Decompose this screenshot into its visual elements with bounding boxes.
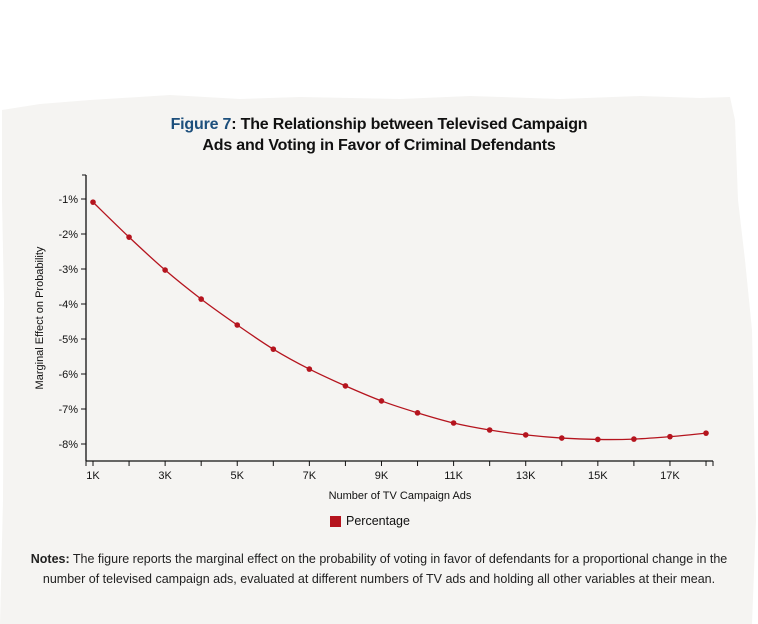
figure-label: Figure 7	[170, 116, 232, 133]
data-point	[162, 267, 168, 273]
x-tick-label: 3K	[158, 470, 172, 482]
x-tick-label: 11K	[444, 470, 463, 482]
data-point	[558, 435, 565, 441]
data-point	[90, 199, 96, 205]
x-tick-label: 1K	[86, 470, 100, 482]
y-tick-label: -4%	[58, 299, 78, 311]
y-tick-label: -3%	[58, 264, 78, 276]
x-tick-label: 9K	[375, 470, 389, 482]
y-axis-label: Marginal Effect on Probability	[34, 246, 46, 389]
data-point	[270, 346, 277, 352]
y-tick-label: -6%	[58, 369, 78, 381]
x-tick-label: 13K	[516, 470, 536, 482]
y-tick-label: -2%	[58, 229, 78, 241]
x-axis-label: Number of TV Campaign Ads	[329, 490, 472, 502]
data-point	[486, 427, 493, 433]
y-tick-label: -5%	[58, 334, 78, 346]
data-point	[414, 410, 421, 416]
data-point	[342, 383, 349, 389]
x-tick-label: 15K	[588, 470, 608, 482]
data-point	[198, 296, 204, 302]
data-point	[126, 234, 132, 240]
y-tick-label: -1%	[58, 194, 78, 206]
title-line-1: The Relationship between Televised Campa…	[236, 116, 588, 133]
legend: Percentage	[330, 514, 410, 528]
legend-swatch	[330, 515, 341, 527]
data-point	[631, 436, 637, 442]
x-tick-label: 5K	[231, 470, 245, 482]
data-point	[378, 398, 385, 404]
x-tick-label: 17K	[660, 470, 680, 482]
data-point	[450, 420, 457, 426]
series-line-percentage	[92, 201, 707, 441]
y-tick-label: -7%	[58, 404, 78, 416]
legend-label: Percentage	[346, 514, 410, 528]
data-point	[667, 433, 673, 440]
data-point	[595, 436, 601, 443]
data-point	[703, 430, 709, 436]
notes: Notes: The figure reports the marginal e…	[30, 552, 728, 586]
data-point	[522, 432, 529, 438]
chart-title: Figure 7: The Relationship between Telev…	[170, 116, 588, 154]
data-point	[234, 322, 241, 328]
y-tick-label: -8%	[58, 439, 78, 451]
data-point	[306, 366, 313, 372]
x-tick-label: 7K	[303, 470, 317, 482]
title-line-2: Ads and Voting in Favor of Criminal Defe…	[202, 137, 556, 154]
